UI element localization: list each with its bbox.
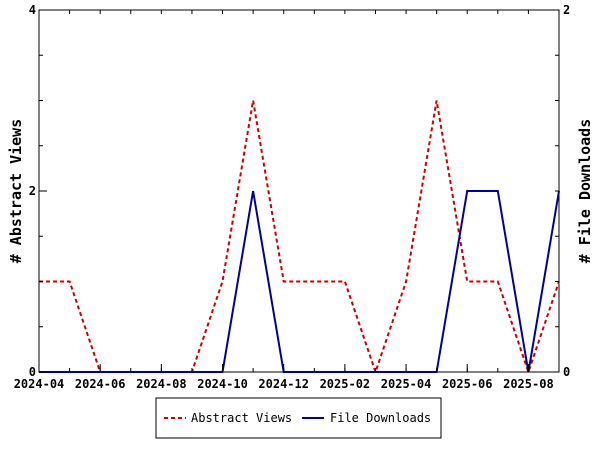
x-tick-label: 2024-04 bbox=[14, 377, 65, 391]
ticks-layer: 2024-04 2024-06 2024-08 2024-10 2024-12 2025-… bbox=[14, 3, 571, 391]
legend-label-abstract-views: Abstract Views bbox=[191, 411, 292, 425]
x-tick-label: 2024-06 bbox=[75, 377, 126, 391]
legend-box bbox=[155, 397, 442, 439]
series-line-abstract-views bbox=[39, 100, 560, 376]
y-left-tick-label: 2 bbox=[29, 184, 36, 198]
x-tick-label: 2024-12 bbox=[258, 377, 309, 391]
legend-label-file-downloads: File Downloads bbox=[330, 411, 431, 425]
y-left-tick-label: 4 bbox=[29, 3, 36, 17]
series-line-file-downloads bbox=[39, 190, 560, 373]
y-axis-title-left: # Abstract Views bbox=[7, 119, 25, 264]
x-tick-label: 2025-02 bbox=[320, 377, 371, 391]
legend: Abstract Views File Downloads bbox=[155, 397, 442, 439]
y-right-tick-label: 2 bbox=[563, 3, 570, 17]
x-tick-label: 2025-08 bbox=[503, 377, 554, 391]
x-tick-label: 2024-08 bbox=[136, 377, 187, 391]
x-tick-label: 2024-10 bbox=[197, 377, 248, 391]
x-tick-label: 2025-06 bbox=[442, 377, 493, 391]
series-layer bbox=[39, 100, 560, 376]
y-right-tick-label: 0 bbox=[563, 365, 570, 379]
x-tick-label: 2025-04 bbox=[381, 377, 432, 391]
y-left-tick-label: 0 bbox=[29, 365, 36, 379]
y-axis-title-right: # File Downloads bbox=[576, 119, 594, 264]
